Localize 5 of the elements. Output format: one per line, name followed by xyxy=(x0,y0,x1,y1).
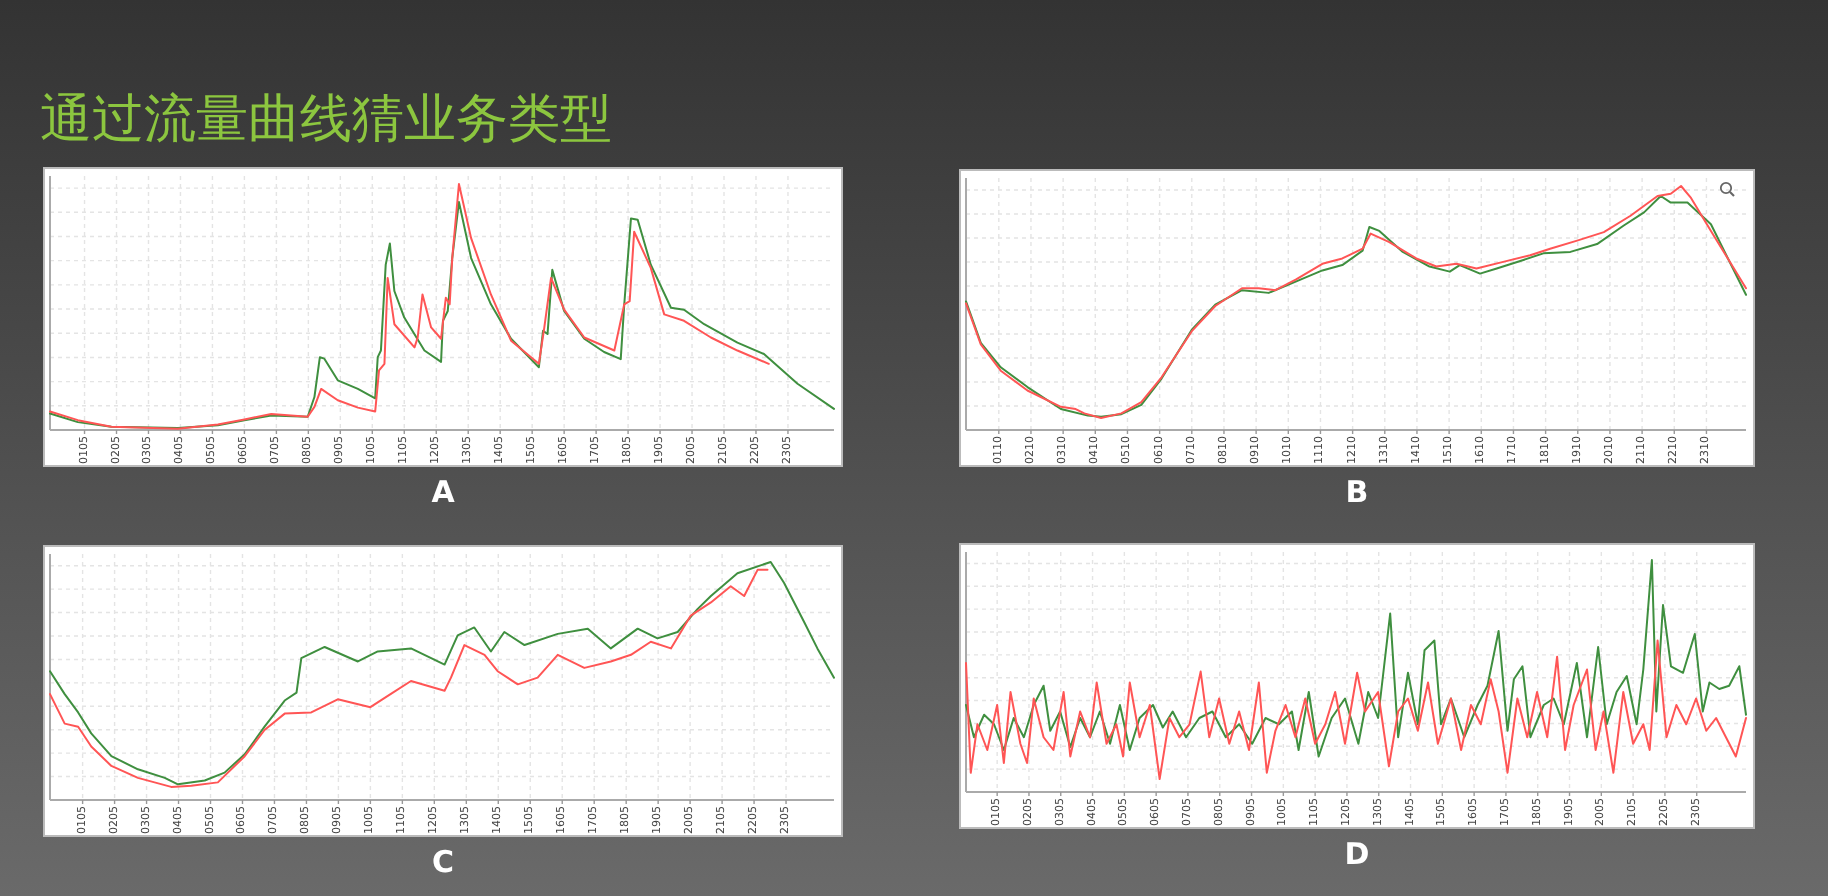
x-axis-title: B xyxy=(1345,474,1369,510)
x-axis-title: C xyxy=(431,844,455,880)
text: 通过流量曲线猜业务类型 xyxy=(40,90,612,150)
x-axis-title: A xyxy=(431,474,456,510)
x-axis-title: D xyxy=(1344,836,1370,872)
